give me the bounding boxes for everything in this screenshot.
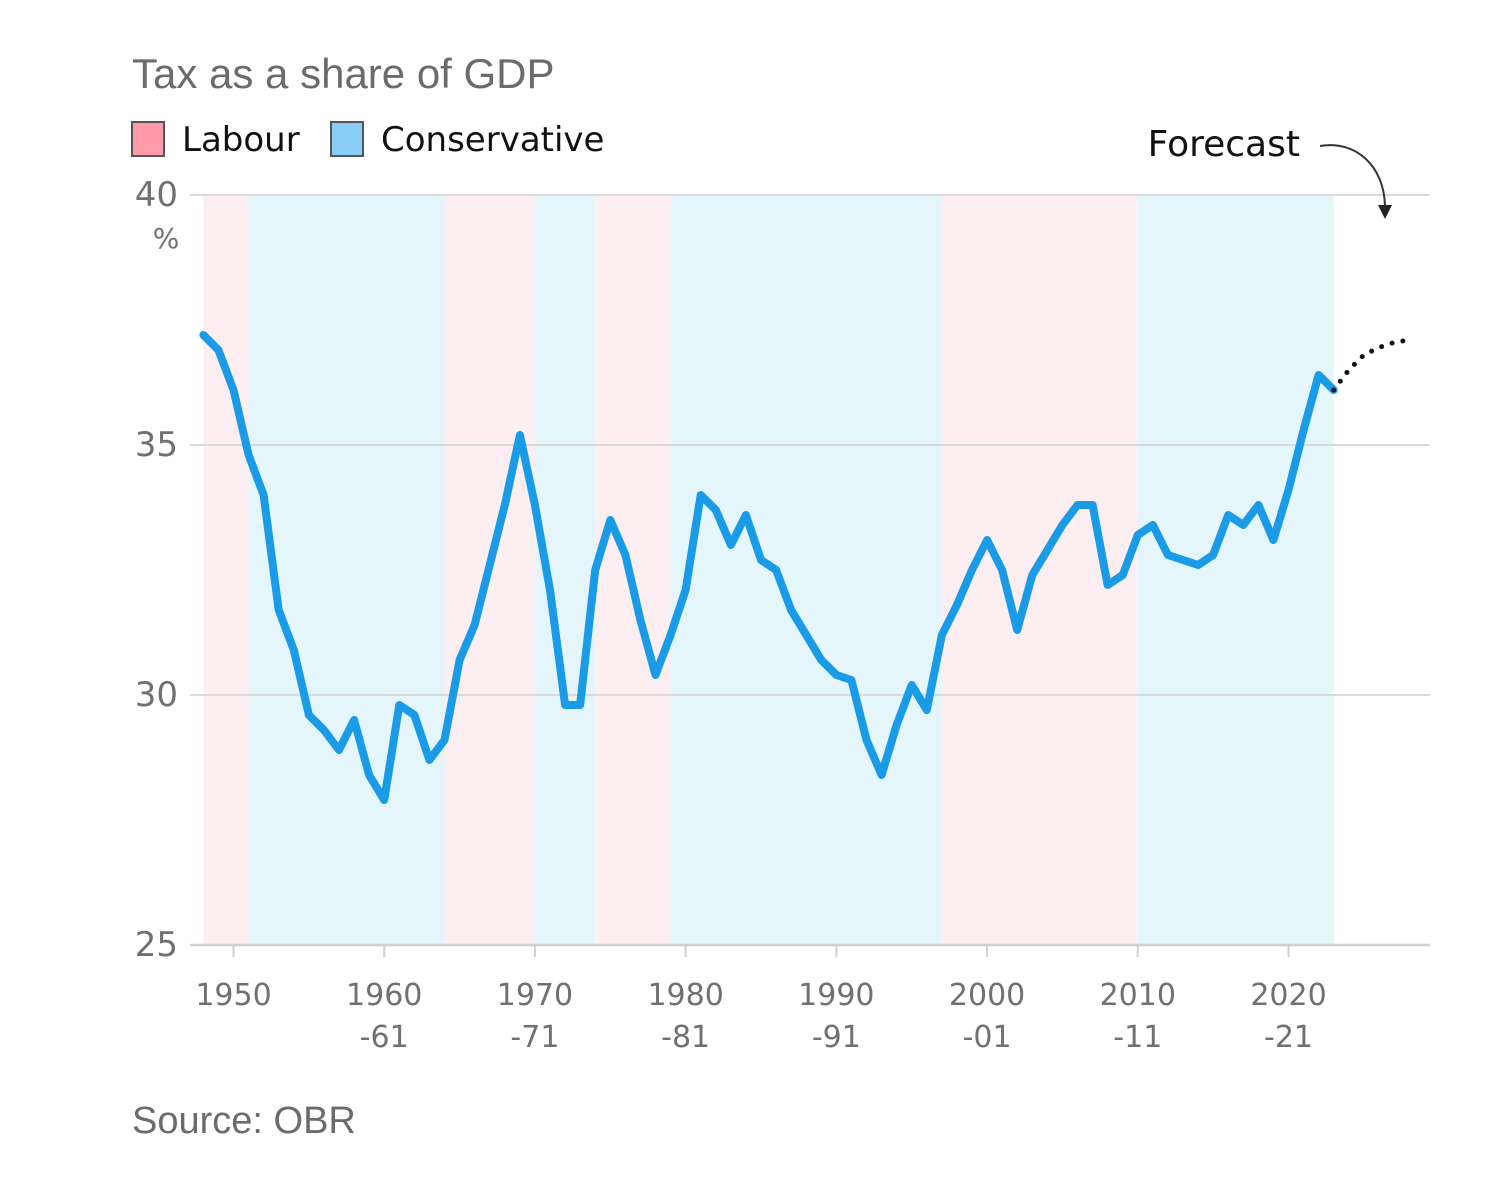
x-tick-label-2020-sub: -21 [1264,1020,1313,1055]
x-tick-label-2010-sub: -11 [1113,1020,1162,1055]
x-tick-label-1960: 1960 [346,978,422,1013]
forecast-line [1331,337,1412,393]
legend-swatch-conservative [330,121,364,157]
source-note: Source: OBR [132,1100,356,1142]
forecast-label: Forecast [1148,124,1300,165]
x-tick-label-1970-sub: -71 [510,1020,559,1055]
x-tick-label-1980: 1980 [647,978,723,1013]
x-tick-label-1970: 1970 [497,978,573,1013]
x-tick-label-1990: 1990 [798,978,874,1013]
x-tick-label-2000: 2000 [949,978,1025,1013]
forecast-annotation: Forecast [1148,124,1392,219]
y-tick-label-30: 30 [135,675,178,715]
legend: Labour Conservative [131,120,604,160]
tax-share-line [199,331,1338,804]
y-axis-unit: % [153,222,180,255]
band-conservative-7 [1137,195,1334,945]
x-tick-label-2000-sub: -01 [963,1020,1012,1055]
y-axis-ticks: 25 30 35 40 [135,175,178,965]
series-lines [199,331,1412,804]
legend-label-conservative: Conservative [381,120,604,160]
gridlines [190,194,1430,947]
chart-title: Tax as a share of GDP [132,50,555,97]
forecast-arrowhead [1378,205,1392,219]
x-axis-ticks: 1950 1960 -61 1970 -71 1980 -81 1990 -91 2000 -01 2… [195,945,1327,1055]
y-tick-label-25: 25 [135,925,178,965]
x-tick-label-1980-sub: -81 [661,1020,710,1055]
x-tick-label-1950: 1950 [195,978,271,1013]
x-tick-label-1960-sub: -61 [360,1020,409,1055]
x-tick-label-2020: 2020 [1250,978,1326,1013]
y-tick-label-35: 35 [135,425,178,465]
forecast-arrow [1319,144,1386,207]
government-period-bands [203,195,1334,945]
legend-label-labour: Labour [182,120,300,160]
x-tick-label-2010: 2010 [1100,978,1176,1013]
band-labour-0 [203,195,249,945]
legend-swatch-labour [131,121,165,157]
x-tick-label-1990-sub: -91 [812,1020,861,1055]
y-tick-label-40: 40 [135,175,178,215]
band-conservative-5 [670,195,942,945]
band-conservative-1 [248,195,445,945]
